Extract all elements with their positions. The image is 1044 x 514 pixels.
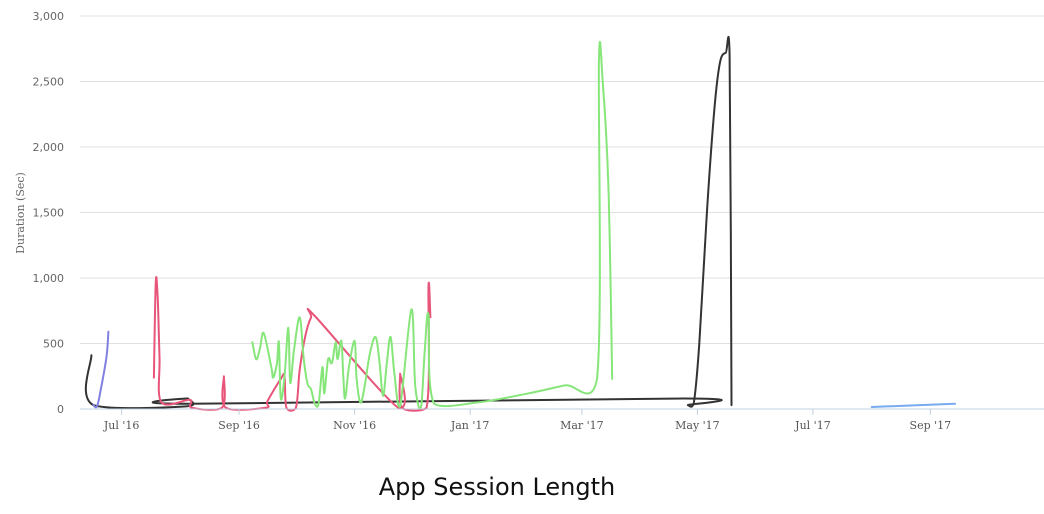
y-axis-label: Duration (Sec) <box>14 172 27 254</box>
y-tick-label: 1,500 <box>33 207 65 220</box>
y-tick-label: 1,000 <box>33 272 65 285</box>
series-line-5 <box>870 402 956 408</box>
x-tick-label: Jul '16 <box>103 419 140 432</box>
x-tick-label: May '17 <box>675 419 720 432</box>
chart-title: App Session Length <box>379 473 616 501</box>
x-tick-label: Nov '16 <box>333 419 376 432</box>
series-line-1 <box>84 35 733 410</box>
x-tick-label: Sep '16 <box>218 419 260 432</box>
series-layer <box>84 35 956 412</box>
series-line-2 <box>92 330 110 409</box>
x-tick-label: Jul '17 <box>794 419 831 432</box>
x-tick-label: Sep '17 <box>910 419 952 432</box>
axis-layer: 0 500 1,000 1,500 2,000 2,500 3,000 Jul '16 Sep … <box>33 10 1044 432</box>
y-tick-label: 2,000 <box>33 141 65 154</box>
y-tick-label: 0 <box>57 403 64 416</box>
y-tick-label: 3,000 <box>33 10 65 23</box>
y-tick-label: 500 <box>43 338 64 351</box>
y-tick-label: 2,500 <box>33 76 65 89</box>
x-tick-label: Mar '17 <box>560 419 604 432</box>
grid-layer <box>80 15 1044 344</box>
series-line-4 <box>251 41 614 410</box>
x-tick-label: Jan '17 <box>450 419 490 432</box>
